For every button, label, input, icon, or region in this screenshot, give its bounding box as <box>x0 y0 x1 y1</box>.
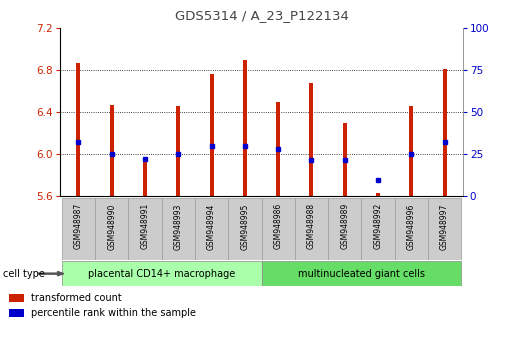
Text: GSM948994: GSM948994 <box>207 203 216 250</box>
Bar <box>8 293 24 302</box>
Text: percentile rank within the sample: percentile rank within the sample <box>31 308 196 318</box>
Bar <box>276 102 280 196</box>
Bar <box>328 198 361 260</box>
Bar <box>262 198 295 260</box>
Text: GSM948991: GSM948991 <box>141 203 150 250</box>
Text: GSM948988: GSM948988 <box>307 203 316 249</box>
Bar <box>210 74 213 196</box>
Text: GSM948993: GSM948993 <box>174 203 183 250</box>
Bar <box>76 63 81 196</box>
Bar <box>442 69 447 196</box>
Bar <box>62 198 95 260</box>
Bar <box>395 198 428 260</box>
Bar <box>162 198 195 260</box>
Text: GSM948996: GSM948996 <box>407 203 416 250</box>
Bar <box>310 83 313 196</box>
Bar <box>343 123 347 196</box>
Text: GDS5314 / A_23_P122134: GDS5314 / A_23_P122134 <box>175 9 348 22</box>
Text: GSM948987: GSM948987 <box>74 203 83 250</box>
Text: cell type: cell type <box>3 269 44 279</box>
Bar <box>110 105 113 196</box>
Bar <box>262 261 461 286</box>
Bar <box>128 198 162 260</box>
Text: transformed count: transformed count <box>31 293 121 303</box>
Bar <box>243 60 247 196</box>
Bar <box>195 198 228 260</box>
Bar <box>410 106 413 196</box>
Bar <box>95 198 128 260</box>
Bar <box>228 198 262 260</box>
Bar <box>376 193 380 196</box>
Text: GSM948990: GSM948990 <box>107 203 116 250</box>
Text: multinucleated giant cells: multinucleated giant cells <box>298 269 425 279</box>
Bar <box>62 261 262 286</box>
Text: GSM948995: GSM948995 <box>241 203 249 250</box>
Text: GSM948986: GSM948986 <box>274 203 282 250</box>
Text: placental CD14+ macrophage: placental CD14+ macrophage <box>88 269 235 279</box>
Bar <box>143 158 147 196</box>
Bar <box>295 198 328 260</box>
Text: GSM948989: GSM948989 <box>340 203 349 250</box>
Bar <box>176 106 180 196</box>
Bar <box>361 198 395 260</box>
Bar <box>8 309 24 318</box>
Bar <box>428 198 461 260</box>
Text: GSM948992: GSM948992 <box>373 203 382 250</box>
Text: GSM948997: GSM948997 <box>440 203 449 250</box>
